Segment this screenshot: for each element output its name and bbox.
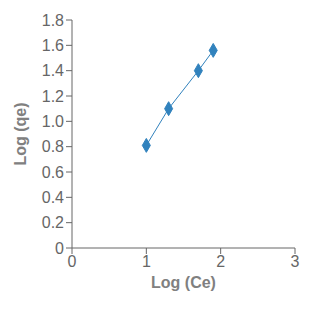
svg-text:1.8: 1.8 <box>42 12 64 29</box>
svg-text:Log (Ce): Log (Ce) <box>151 274 216 291</box>
svg-text:0.6: 0.6 <box>42 164 64 181</box>
svg-text:0: 0 <box>55 240 64 257</box>
svg-text:1: 1 <box>142 253 151 270</box>
svg-text:2: 2 <box>216 253 225 270</box>
svg-text:1.4: 1.4 <box>42 62 64 79</box>
svg-text:0.4: 0.4 <box>42 189 64 206</box>
svg-text:0.8: 0.8 <box>42 138 64 155</box>
svg-text:0.2: 0.2 <box>42 214 64 231</box>
svg-text:1.0: 1.0 <box>42 113 64 130</box>
svg-text:Log (qe): Log (qe) <box>12 102 29 165</box>
svg-text:1.6: 1.6 <box>42 37 64 54</box>
svg-text:0: 0 <box>68 253 77 270</box>
svg-text:3: 3 <box>291 253 300 270</box>
svg-text:1.2: 1.2 <box>42 88 64 105</box>
